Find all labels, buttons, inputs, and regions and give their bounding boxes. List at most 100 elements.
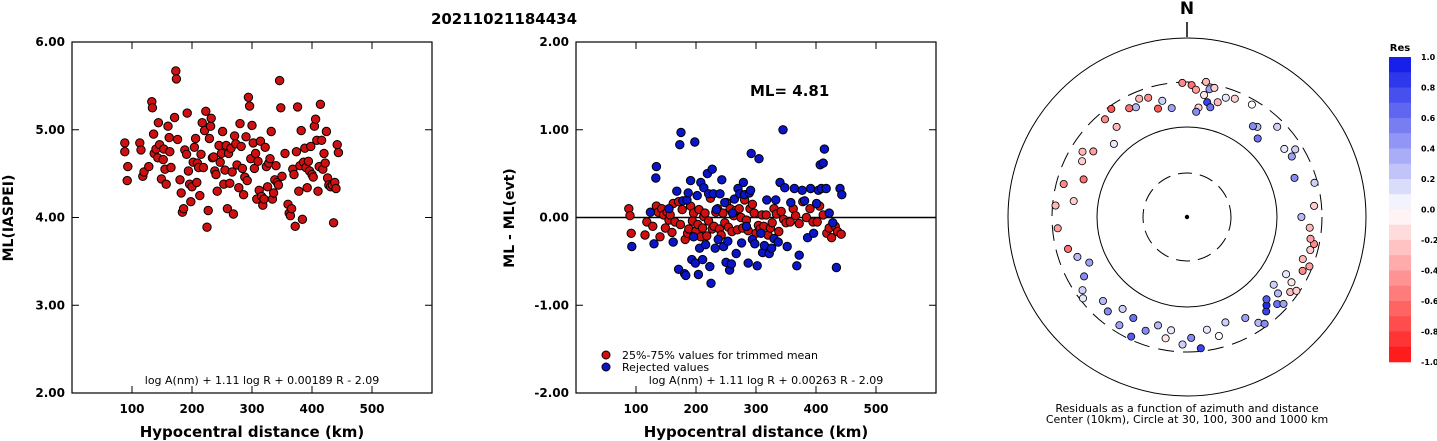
data-point <box>697 223 708 233</box>
data-point <box>818 158 828 168</box>
colorbar-cell <box>1389 179 1411 195</box>
colorbar-tick-label: 1.0 <box>1421 53 1436 62</box>
data-point <box>792 261 802 271</box>
polar-point <box>1192 107 1201 116</box>
colorbar-tick-label: -0.8 <box>1421 328 1437 337</box>
data-point <box>789 183 800 194</box>
x-tick-label: 400 <box>803 402 828 416</box>
legend-label-rejected: Rejected values <box>622 361 709 374</box>
data-point <box>785 217 795 227</box>
polar-north-label: N <box>1180 0 1194 19</box>
y-tick-label: 2.00 <box>35 386 65 400</box>
data-point <box>625 211 635 221</box>
colorbar-cell <box>1389 285 1411 302</box>
data-point <box>217 126 228 137</box>
polar-point <box>1213 98 1222 107</box>
data-point <box>681 270 691 281</box>
data-point <box>212 186 222 196</box>
magnitude-chart-ticks: 100 200 300 400 500 2.00 3.00 4.00 5.00 6.00 <box>35 35 432 416</box>
colorbar-tick-label: 0.6 <box>1421 114 1436 123</box>
data-point <box>824 208 834 218</box>
data-point <box>315 99 326 110</box>
polar-point <box>1073 252 1082 261</box>
data-point <box>655 232 665 242</box>
data-point <box>677 204 687 215</box>
polar-point <box>1290 173 1299 182</box>
data-point <box>228 209 239 219</box>
colorbar-cells <box>1389 57 1411 363</box>
polar-point <box>1191 85 1200 94</box>
colorbar-tick-label: -0.4 <box>1421 267 1437 276</box>
data-point <box>172 134 183 145</box>
data-point <box>836 229 846 239</box>
data-point <box>171 66 181 76</box>
colorbar-cell <box>1389 240 1411 256</box>
data-point <box>660 223 671 233</box>
polar-point <box>1305 262 1314 271</box>
polar-point <box>1085 258 1094 267</box>
data-point <box>236 141 246 152</box>
polar-point <box>1141 326 1150 335</box>
x-tick-label: 300 <box>239 402 264 416</box>
data-point <box>766 243 777 253</box>
polar-point <box>1247 100 1256 109</box>
polar-point <box>1135 94 1144 103</box>
data-point <box>754 154 764 164</box>
data-point <box>702 231 712 241</box>
polar-point <box>1260 319 1269 328</box>
data-point <box>206 113 216 124</box>
polar-point <box>1125 104 1134 113</box>
residual-chart-xlabel: Hypocentral distance (km) <box>644 423 869 441</box>
data-point <box>241 132 251 142</box>
y-tick-label: -1.00 <box>534 298 569 312</box>
y-tick-label: 5.00 <box>35 123 65 137</box>
data-point <box>707 164 717 174</box>
polar-point <box>1144 93 1153 102</box>
data-point <box>175 175 185 185</box>
data-point <box>222 204 233 214</box>
data-point <box>734 204 744 214</box>
data-point <box>700 240 711 250</box>
data-point <box>801 212 812 223</box>
data-point <box>649 239 659 249</box>
magnitude-chart-ylabel: ML(IASPEI) <box>1 175 17 262</box>
y-tick-label: 3.00 <box>35 298 65 312</box>
data-point <box>308 172 318 182</box>
x-tick-label: 300 <box>743 402 768 416</box>
data-point <box>808 228 819 239</box>
data-point <box>328 218 339 228</box>
x-tick-label: 200 <box>179 402 204 416</box>
polar-point <box>1078 157 1087 166</box>
data-point <box>706 278 716 288</box>
colorbar-cell <box>1389 133 1411 149</box>
residual-chart-annotation: ML= 4.81 <box>750 82 829 100</box>
colorbar-tick-label: -0.2 <box>1421 236 1437 245</box>
colorbar-tick-label: -0.6 <box>1421 297 1437 306</box>
polar-point <box>1306 245 1315 254</box>
polar-point <box>1310 201 1319 210</box>
colorbar-cell <box>1389 102 1411 119</box>
y-tick-label: -2.00 <box>534 386 569 400</box>
colorbar-cell <box>1389 301 1411 317</box>
data-point <box>736 238 747 248</box>
data-point <box>242 175 252 186</box>
data-point <box>697 254 708 265</box>
data-point <box>749 208 759 218</box>
colorbar-tick-label: 0.0 <box>1421 206 1436 215</box>
data-point <box>782 241 792 252</box>
data-point <box>302 183 312 193</box>
data-point <box>771 195 781 205</box>
data-point <box>171 74 182 84</box>
data-point <box>202 222 212 232</box>
data-point <box>165 147 175 157</box>
polar-ring-100km <box>1096 126 1278 308</box>
data-point <box>683 188 693 198</box>
x-tick-label: 500 <box>359 402 384 416</box>
data-point <box>333 147 344 158</box>
data-point <box>123 161 133 172</box>
polar-point <box>1118 304 1127 313</box>
data-point <box>190 133 201 144</box>
polar-ring-30km <box>1142 172 1232 262</box>
data-point <box>192 177 202 188</box>
data-point <box>767 218 777 228</box>
